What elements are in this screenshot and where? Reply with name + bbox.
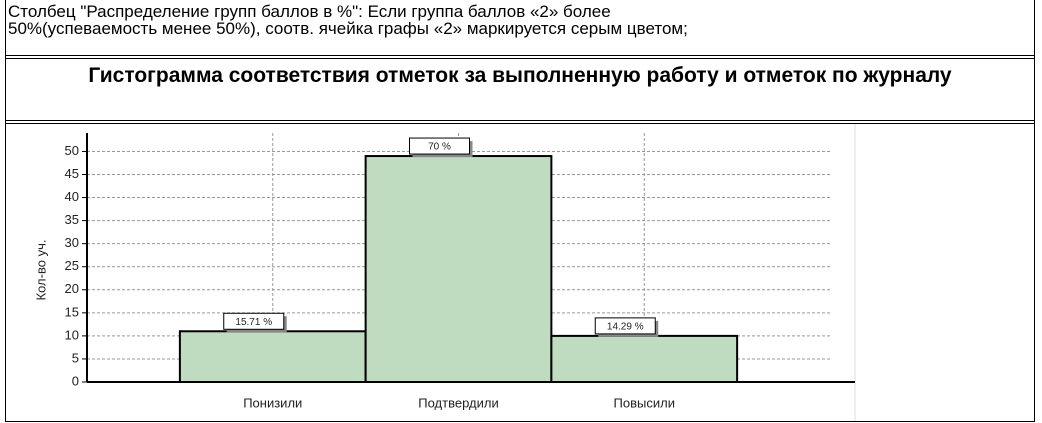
- label-box: [409, 137, 470, 155]
- data-label: 14.29 %: [607, 322, 644, 333]
- x-tick-label: Повысили: [614, 395, 675, 410]
- y-tick-label: 30: [65, 235, 79, 250]
- y-tick-label: 0: [72, 373, 79, 388]
- y-tick-label: 45: [65, 166, 79, 181]
- separator: [6, 120, 1034, 124]
- note: Столбец "Распределение групп баллов в %"…: [8, 3, 688, 37]
- bar: [178, 330, 367, 383]
- y-tick-label: 20: [65, 281, 79, 296]
- y-tick-label: 10: [65, 327, 79, 342]
- y-tick-label: 15: [65, 304, 79, 319]
- frame: Столбец "Распределение групп баллов в %"…: [5, 0, 1035, 422]
- bar: [364, 155, 553, 383]
- data-label: 15.71 %: [235, 317, 272, 328]
- x-tick-label: Понизили: [243, 395, 302, 410]
- y-axis-label: Кол-во уч.: [33, 240, 48, 301]
- bar: [550, 334, 739, 383]
- label-box: [594, 317, 656, 335]
- y-tick-label: 40: [65, 189, 79, 204]
- y-tick-label: 5: [72, 350, 79, 365]
- y-tick-label: 50: [65, 143, 79, 158]
- separator: [6, 55, 1034, 59]
- x-tick-label: Подтвердили: [418, 395, 498, 410]
- chart-title: Гистограмма соответствия отметок за выпо…: [88, 64, 952, 87]
- data-label: 70 %: [428, 142, 451, 153]
- note-line: Столбец "Распределение групп баллов в %"…: [8, 2, 611, 21]
- y-tick-label: 25: [65, 258, 79, 273]
- label-box: [223, 312, 285, 330]
- note-line: 50%(успеваемость менее 50%), соотв. ячей…: [8, 19, 688, 38]
- y-tick-label: 35: [65, 212, 79, 227]
